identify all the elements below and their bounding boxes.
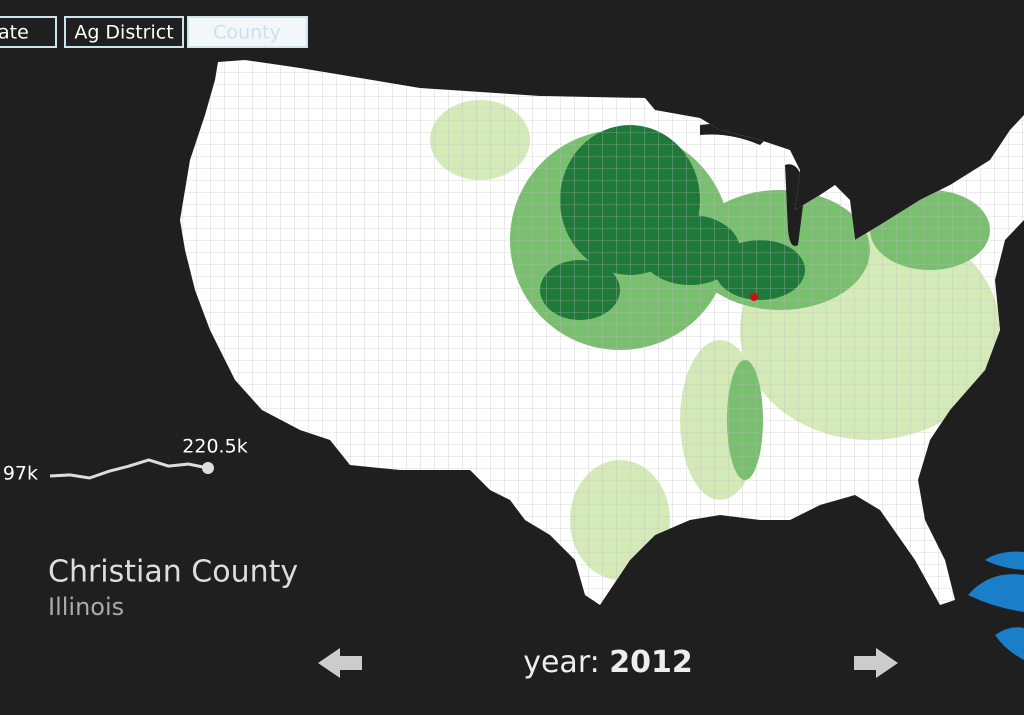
sparkline-end-label: 220.5k xyxy=(182,436,247,458)
next-year-arrow[interactable] xyxy=(854,648,898,678)
logo xyxy=(968,551,1024,660)
year-display: year: 2012 xyxy=(523,645,693,680)
selected-county[interactable] xyxy=(750,293,758,301)
tab-label[interactable]: ate xyxy=(0,22,29,44)
year-label: year: xyxy=(523,645,600,680)
tab-label[interactable]: Ag District xyxy=(74,22,173,44)
tab-box[interactable] xyxy=(187,16,308,48)
tab-ag-district[interactable]: Ag District xyxy=(64,16,184,48)
state-name: Illinois xyxy=(48,593,124,621)
tab-state[interactable]: ate xyxy=(0,16,57,48)
sparkline: 97k 220.5k xyxy=(3,436,248,485)
tab-box[interactable] xyxy=(64,16,184,48)
tab-box[interactable] xyxy=(0,16,57,48)
county-name: Christian County xyxy=(48,555,298,590)
sparkline-line xyxy=(49,458,209,480)
sparkline-end-point xyxy=(202,461,214,474)
year-value: 2012 xyxy=(609,645,693,680)
previous-year-arrow[interactable] xyxy=(318,648,362,678)
tab-label[interactable]: County xyxy=(213,22,281,44)
tab-county[interactable]: County xyxy=(187,16,308,48)
sparkline-start-label: 97k xyxy=(3,463,38,485)
